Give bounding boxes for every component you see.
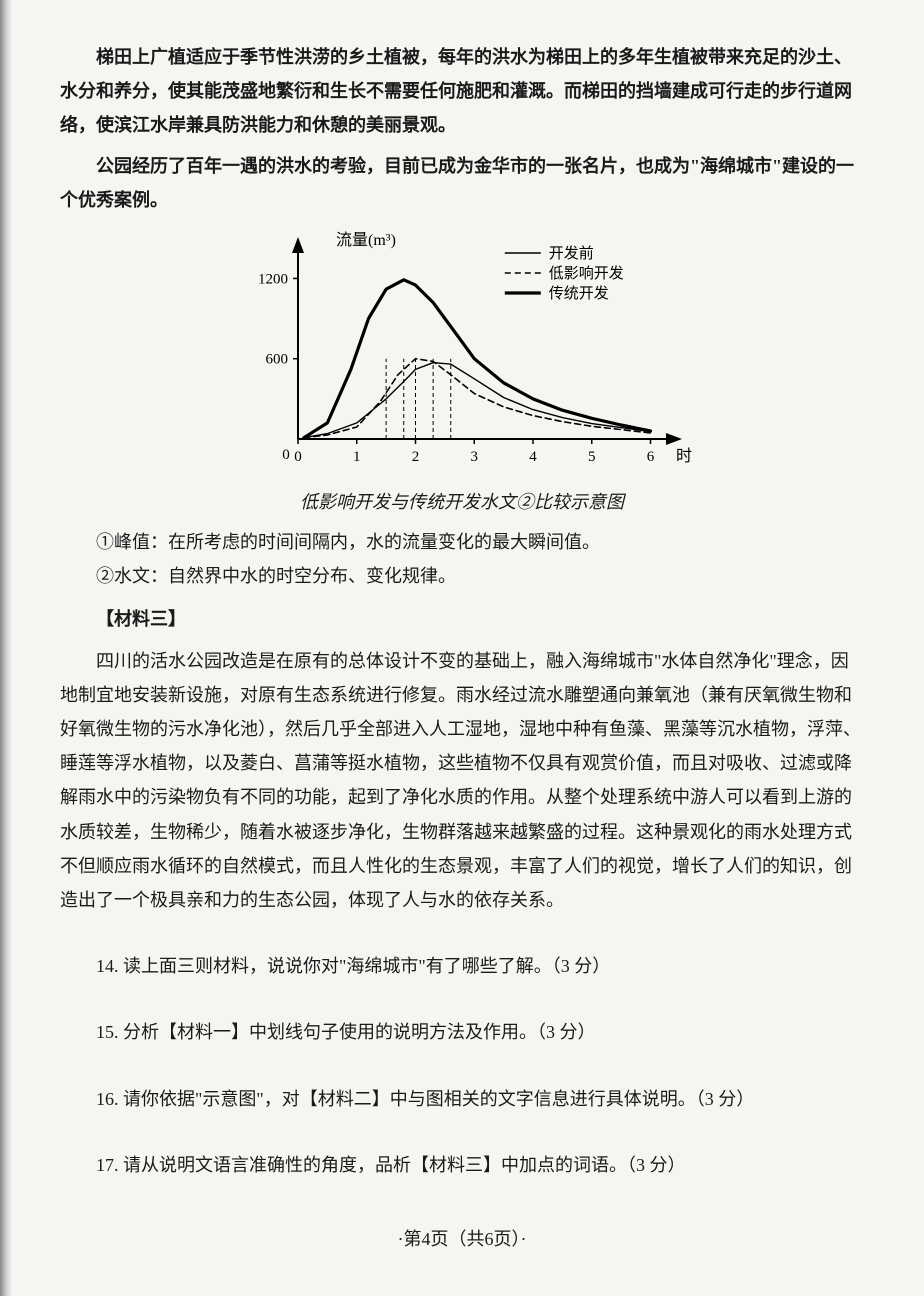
svg-text:开发前: 开发前 — [549, 245, 594, 262]
svg-text:600: 600 — [266, 352, 289, 368]
svg-text:传统开发: 传统开发 — [549, 285, 609, 302]
footnote-2: ②水文：自然界中水的时空分布、变化规律。 — [60, 559, 864, 593]
footnote-1: ①峰值：在所考虑的时间间隔内，水的流量变化的最大瞬间值。 — [60, 525, 864, 559]
material-3-label: 【材料三】 — [60, 602, 864, 636]
question-17: 17. 请从说明文语言准确性的角度，品析【材料三】中加点的词语。（3 分） — [60, 1148, 864, 1182]
question-16: 16. 请你依据"示意图"，对【材料二】中与图相关的文字信息进行具体说明。（3 … — [60, 1082, 864, 1116]
paragraph-1: 梯田上广植适应于季节性洪涝的乡土植被，每年的洪水为梯田上的多年生植被带来充足的沙… — [60, 40, 864, 143]
material-3-body: 四川的活水公园改造是在原有的总体设计不变的基础上，融入海绵城市"水体自然净化"理… — [60, 644, 864, 918]
svg-text:流量(m³): 流量(m³) — [336, 231, 396, 249]
svg-text:5: 5 — [588, 449, 596, 465]
svg-text:1200: 1200 — [258, 271, 288, 287]
svg-text:4: 4 — [529, 449, 537, 465]
chart-container: 0 1 2 3 4 5 6 600 1200 流量(m³) 时间(s) 0 开发前低影响开发传统开发 低… — [60, 231, 864, 519]
svg-text:0: 0 — [282, 447, 290, 463]
svg-text:3: 3 — [471, 449, 479, 465]
hydrograph-chart: 0 1 2 3 4 5 6 600 1200 流量(m³) 时间(s) 0 开发前低影响开发传统开发 — [232, 231, 692, 481]
svg-text:0: 0 — [294, 449, 302, 465]
svg-text:低影响开发: 低影响开发 — [549, 265, 624, 282]
svg-text:2: 2 — [412, 449, 420, 465]
question-14: 14. 读上面三则材料，说说你对"海绵城市"有了哪些了解。（3 分） — [60, 949, 864, 983]
svg-text:时间(s): 时间(s) — [676, 447, 692, 465]
svg-text:1: 1 — [353, 449, 361, 465]
page-footer: ·第4页（共6页）· — [60, 1222, 864, 1256]
chart-caption: 低影响开发与传统开发水文②比较示意图 — [300, 485, 624, 519]
question-15: 15. 分析【材料一】中划线句子使用的说明方法及作用。（3 分） — [60, 1015, 864, 1049]
paragraph-2: 公园经历了百年一遇的洪水的考验，目前已成为金华市的一张名片，也成为"海绵城市"建… — [60, 149, 864, 217]
svg-text:6: 6 — [647, 449, 655, 465]
